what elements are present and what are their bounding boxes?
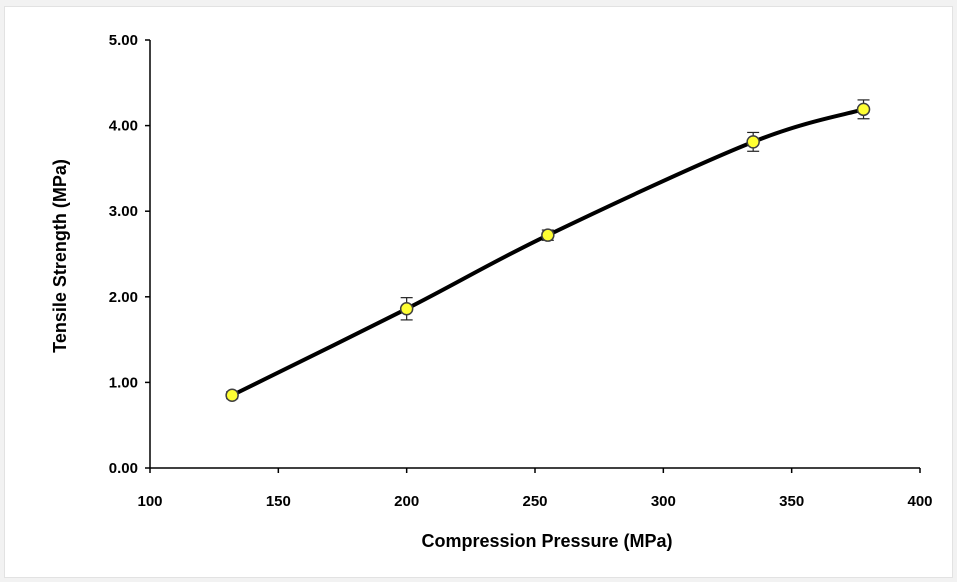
y-ticks: 0.00 1.00 2.00 3.00 4.00 5.00 xyxy=(109,32,150,477)
x-tick-label: 400 xyxy=(907,493,932,510)
x-ticks: 100 150 200 250 300 350 400 xyxy=(137,468,932,510)
x-tick-label: 300 xyxy=(651,493,676,510)
x-tick-label: 200 xyxy=(394,493,419,510)
series-line xyxy=(232,109,863,395)
y-tick-label: 2.00 xyxy=(109,289,138,306)
plot-area xyxy=(226,100,869,401)
data-point xyxy=(858,103,870,115)
x-tick-label: 150 xyxy=(266,493,291,510)
y-tick-label: 5.00 xyxy=(109,32,138,49)
data-point xyxy=(542,229,554,241)
x-tick-label: 250 xyxy=(522,493,547,510)
data-point xyxy=(226,389,238,401)
y-tick-label: 4.00 xyxy=(109,118,138,135)
y-tick-label: 3.00 xyxy=(109,203,138,220)
y-tick-label: 1.00 xyxy=(109,374,138,391)
data-point xyxy=(401,303,413,315)
x-axis-title: Compression Pressure (MPa) xyxy=(421,531,672,551)
y-axis-title: Tensile Strength (MPa) xyxy=(50,159,70,353)
x-tick-label: 350 xyxy=(779,493,804,510)
data-point xyxy=(747,136,759,148)
x-tick-label: 100 xyxy=(137,493,162,510)
y-tick-label: 0.00 xyxy=(109,460,138,477)
axes xyxy=(150,40,920,468)
